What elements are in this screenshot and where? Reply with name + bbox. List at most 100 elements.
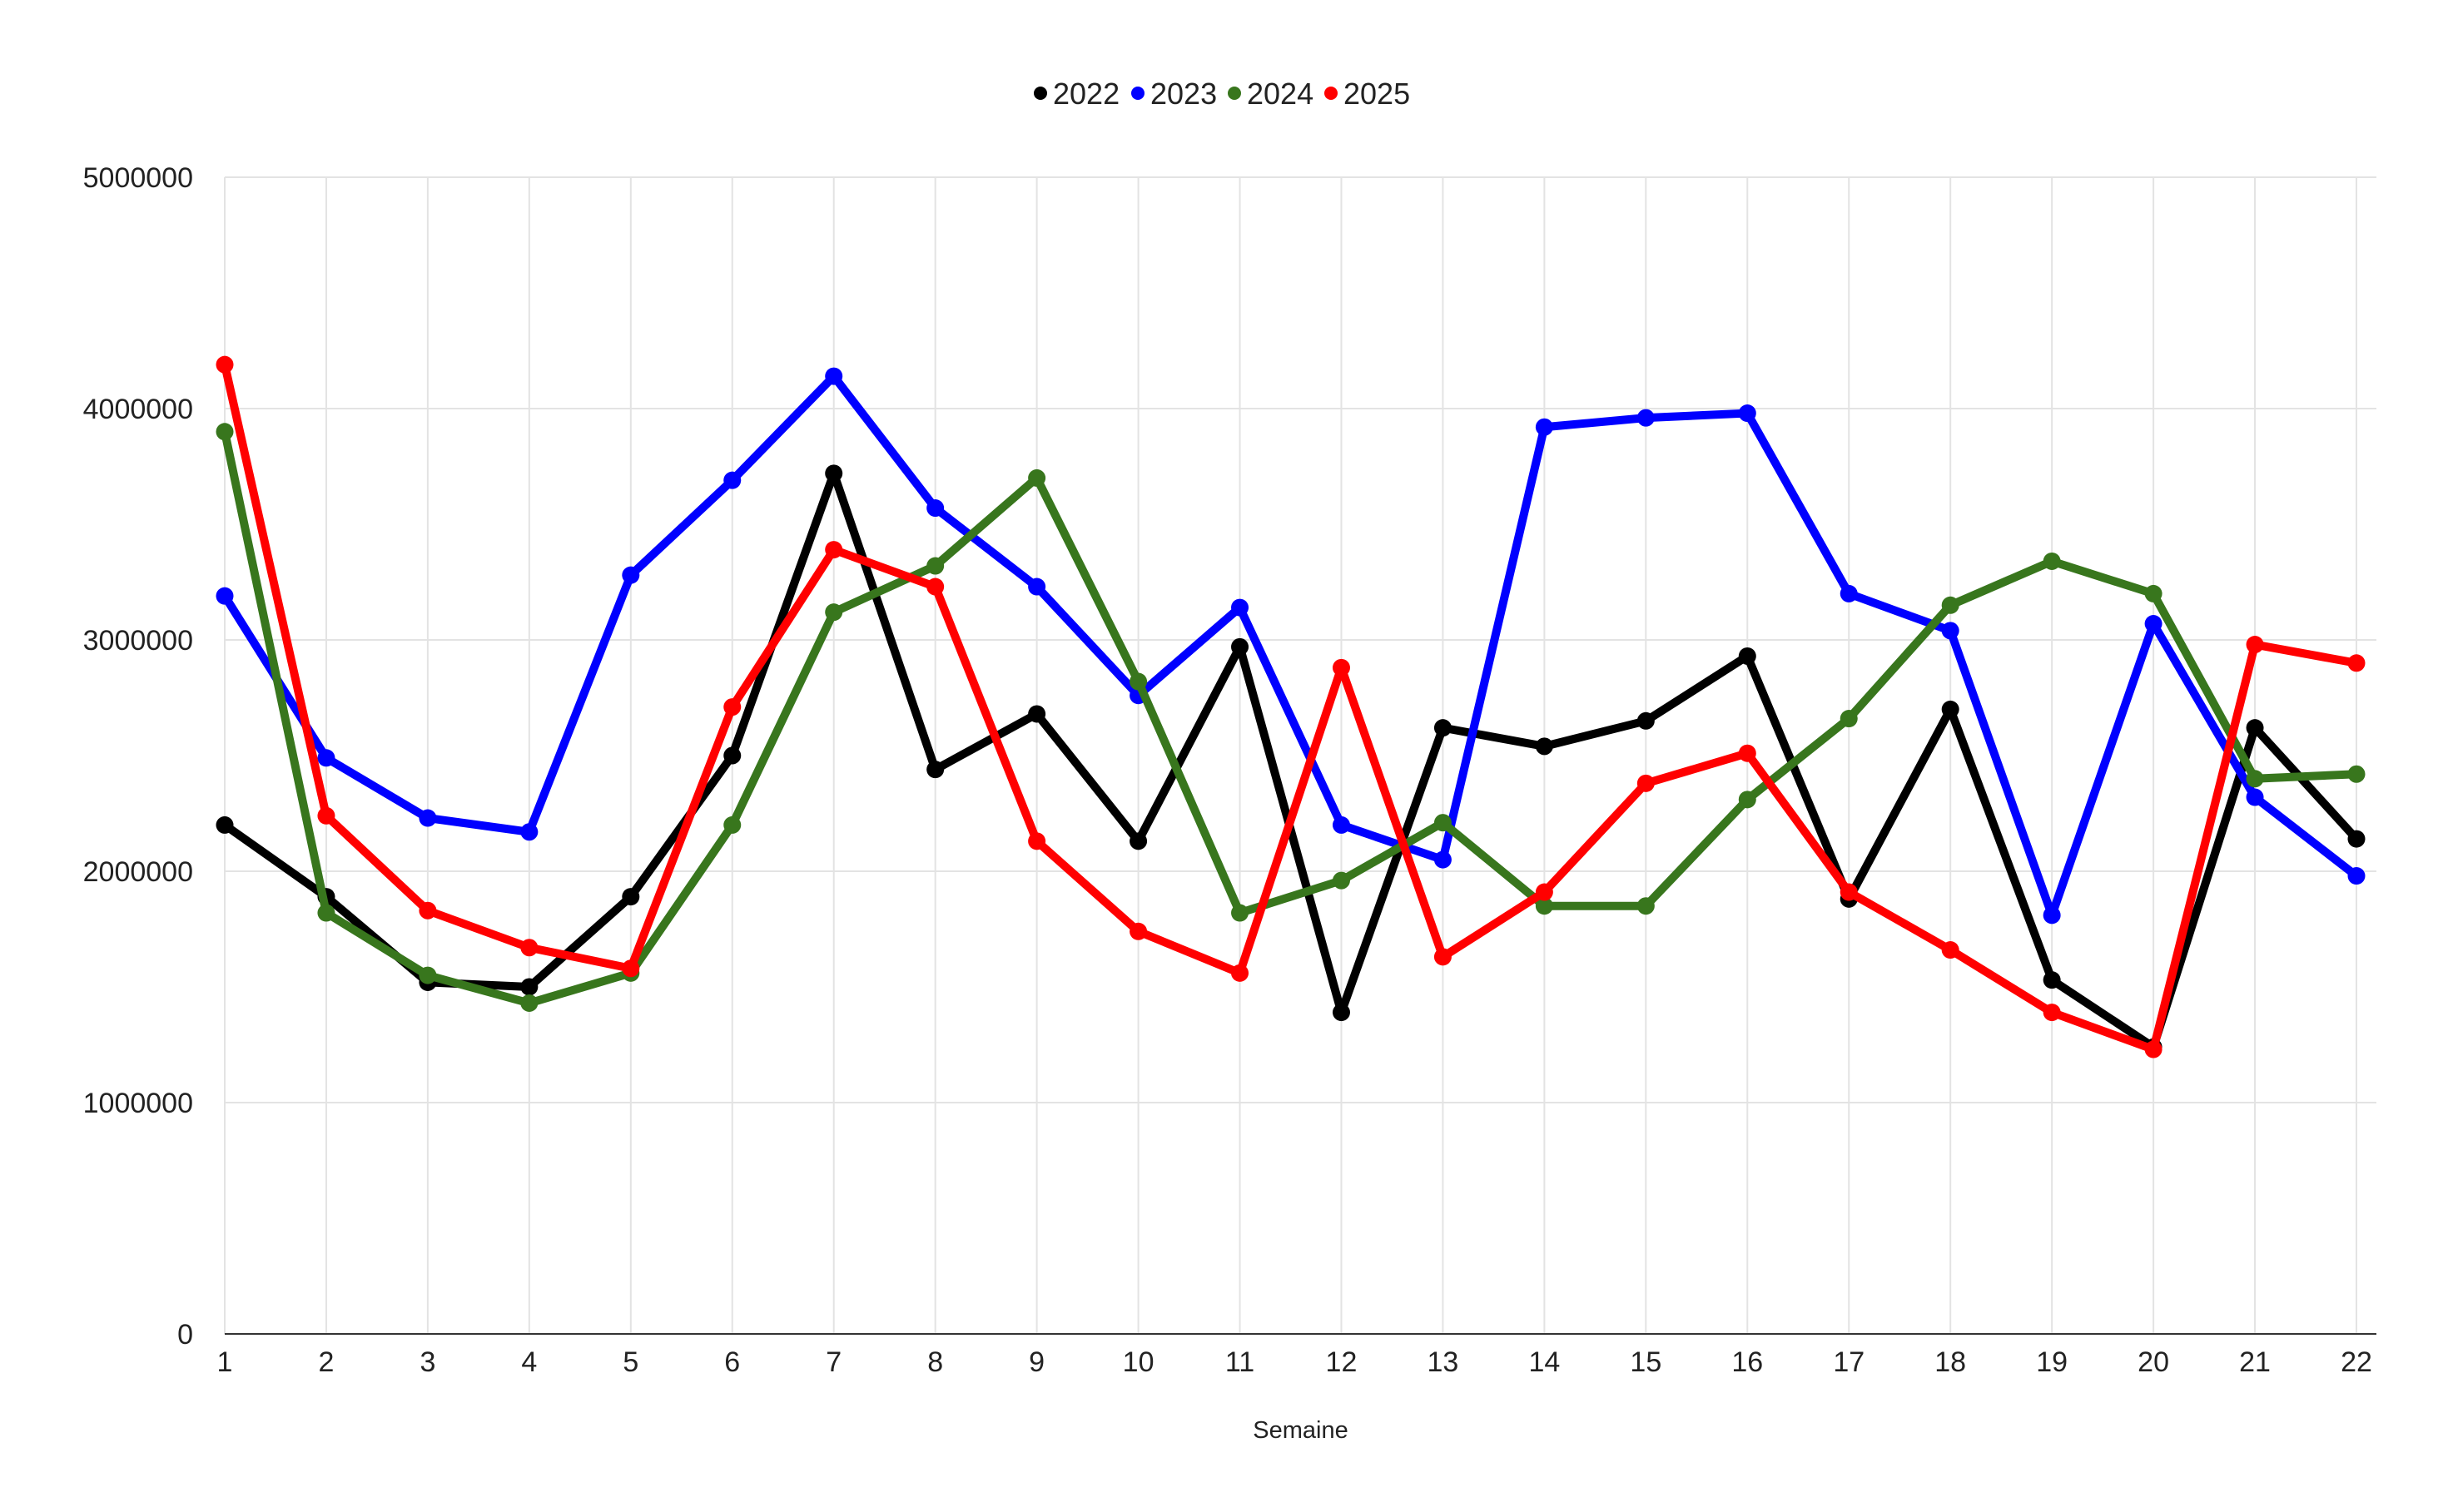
data-point <box>926 499 945 518</box>
legend: 2022 2023 2024 2025 <box>1034 77 1410 111</box>
data-point <box>419 901 437 920</box>
data-point <box>1130 672 1148 691</box>
x-tick-label: 17 <box>1833 1346 1865 1378</box>
x-tick-label: 12 <box>1326 1346 1358 1378</box>
data-point <box>1535 883 1553 901</box>
data-point <box>2043 552 2061 570</box>
legend-marker <box>1324 87 1338 100</box>
x-tick-label: 21 <box>2239 1346 2271 1378</box>
data-point <box>216 423 234 441</box>
data-point <box>2043 1004 2061 1022</box>
data-point <box>1130 832 1148 850</box>
data-point <box>1535 897 1553 915</box>
y-tick-label: 4000000 <box>83 394 193 425</box>
data-point <box>419 809 437 827</box>
data-point <box>2347 765 2366 783</box>
x-tick-label: 19 <box>2036 1346 2068 1378</box>
data-point <box>723 698 742 716</box>
data-point <box>317 806 335 825</box>
data-point <box>1941 622 1959 640</box>
y-tick-label: 2000000 <box>83 856 193 888</box>
data-point <box>2144 1040 2162 1058</box>
data-point <box>1941 596 1959 614</box>
x-tick-label: 13 <box>1428 1346 1459 1378</box>
data-point <box>520 978 539 996</box>
x-tick-label: 1 <box>217 1346 233 1378</box>
data-point <box>1332 871 1350 890</box>
x-tick-label: 5 <box>623 1346 638 1378</box>
gridlines <box>224 176 2376 1334</box>
data-point <box>1636 897 1655 915</box>
x-tick-label: 10 <box>1123 1346 1154 1378</box>
series-line-2022 <box>221 468 2361 1052</box>
data-point <box>825 367 843 385</box>
legend-item-2023: 2023 <box>1131 77 1217 111</box>
data-point <box>926 761 945 779</box>
series-2024 <box>216 423 2366 1012</box>
data-point <box>825 464 843 483</box>
series-2022 <box>216 464 2366 1056</box>
data-point <box>1332 658 1350 677</box>
data-point <box>520 939 539 957</box>
legend-item-2022: 2022 <box>1034 77 1120 111</box>
data-point <box>1130 922 1148 940</box>
x-tick-label: 14 <box>1528 1346 1560 1378</box>
y-tick-label: 0 <box>177 1319 193 1351</box>
data-point <box>2347 830 2366 848</box>
data-point <box>723 815 742 834</box>
data-point <box>1636 711 1655 730</box>
data-point <box>723 746 742 765</box>
series-line-2023 <box>221 372 2361 920</box>
data-point <box>1231 598 1249 617</box>
y-tick-label: 3000000 <box>83 625 193 657</box>
x-tick-label: 2 <box>318 1346 334 1378</box>
data-point <box>1941 700 1959 718</box>
data-point <box>1840 883 1858 901</box>
x-tick-label: 9 <box>1029 1346 1045 1378</box>
series-line-2025 <box>221 360 2361 1054</box>
data-point <box>2043 906 2061 925</box>
data-point <box>1738 791 1756 809</box>
data-point <box>926 578 945 596</box>
data-point <box>1738 404 1756 423</box>
data-point <box>1840 584 1858 602</box>
data-point <box>1231 904 1249 922</box>
x-tick-label: 15 <box>1630 1346 1661 1378</box>
data-point <box>520 823 539 841</box>
x-tick-label: 11 <box>1225 1346 1254 1378</box>
data-point <box>2144 584 2162 602</box>
data-point <box>216 815 234 834</box>
data-point <box>1028 578 1046 596</box>
x-tick-label: 4 <box>521 1346 537 1378</box>
legend-marker <box>1034 87 1047 100</box>
data-point <box>2246 719 2264 737</box>
data-point <box>1433 850 1452 869</box>
data-point <box>2043 971 2061 989</box>
data-point <box>1231 964 1249 982</box>
data-point <box>1433 948 1452 966</box>
legend-label: 2023 <box>1150 77 1217 111</box>
data-point <box>520 994 539 1012</box>
data-point <box>317 749 335 767</box>
data-point <box>1738 744 1756 762</box>
data-point <box>1941 941 1959 959</box>
y-tick-label: 5000000 <box>83 162 193 194</box>
data-point <box>1332 1004 1350 1022</box>
legend-label: 2025 <box>1343 77 1410 111</box>
data-point <box>2347 654 2366 672</box>
data-point <box>216 587 234 605</box>
series-line-2024 <box>221 427 2361 1008</box>
x-tick-label: 3 <box>420 1346 435 1378</box>
data-point <box>1028 705 1046 723</box>
data-point <box>622 888 640 906</box>
data-point <box>1433 814 1452 832</box>
data-point <box>2144 615 2162 633</box>
data-point <box>1636 774 1655 792</box>
data-point <box>1028 468 1046 487</box>
data-point <box>622 566 640 584</box>
data-point <box>926 557 945 575</box>
legend-marker <box>1228 87 1241 100</box>
legend-label: 2024 <box>1247 77 1313 111</box>
